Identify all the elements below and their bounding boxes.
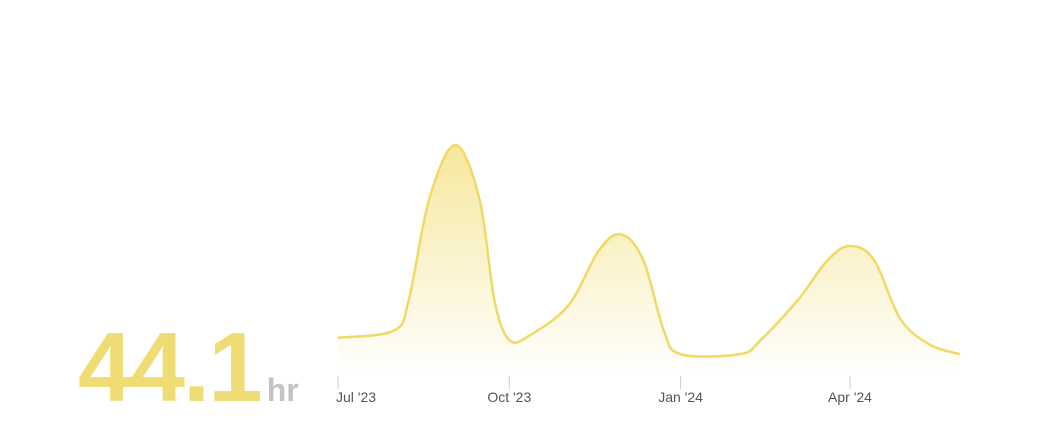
hours-unit-label: hr bbox=[266, 372, 299, 408]
x-tick-label: Jul '23 bbox=[336, 389, 376, 405]
x-tick-label: Jan '24 bbox=[658, 389, 703, 405]
total-hours-value: 44.1 bbox=[78, 312, 263, 422]
x-tick-label: Apr '24 bbox=[828, 389, 872, 405]
area-fill bbox=[338, 145, 960, 378]
x-tick-label: Oct '23 bbox=[487, 389, 531, 405]
series-line bbox=[337, 143, 961, 358]
total-hours-stat: 44.1 hr bbox=[78, 318, 299, 416]
